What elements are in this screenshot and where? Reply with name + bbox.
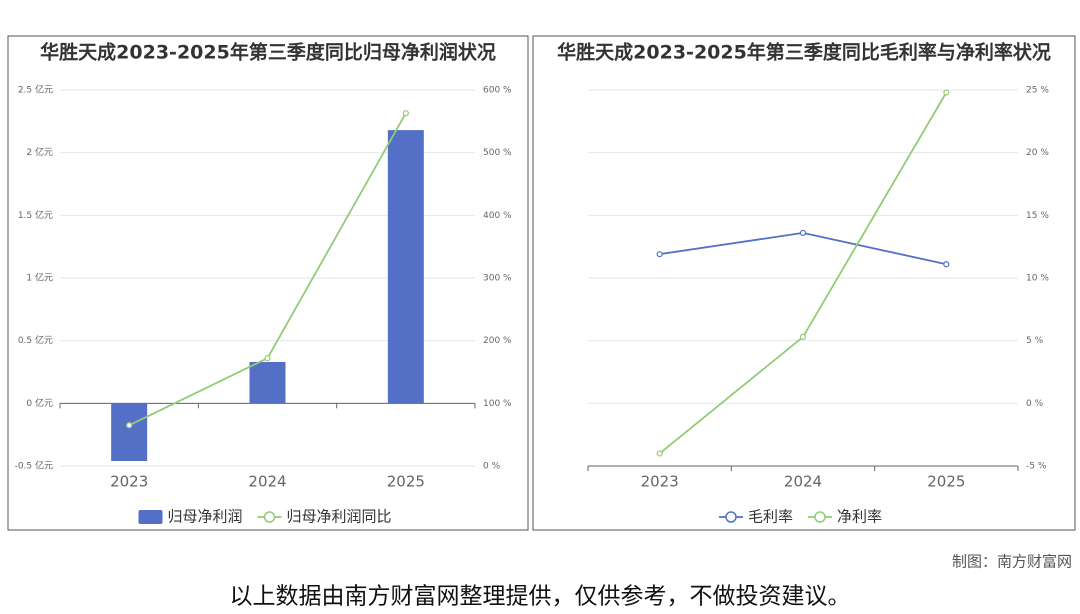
x-tick-label: 2025 [927, 473, 965, 491]
y-tick-label: 2.5 亿元 [18, 84, 53, 96]
chart-panel: 华胜天成2023-2025年第三季度同比毛利率与净利率状况 -5 % 0 % 5 % 1… [532, 35, 1076, 531]
line-point [264, 355, 271, 362]
legend-swatch-dot [263, 511, 276, 523]
panel-border [7, 35, 529, 531]
y-tick-label: 2 亿元 [26, 146, 53, 158]
x-tick-label: 2023 [110, 473, 148, 491]
y2-tick-label: 20 % [1026, 148, 1049, 158]
chart-panel: 华胜天成2023-2025年第三季度同比归母净利润状况 -0.5 亿元 0 亿元 0.… [7, 35, 529, 531]
line-point [656, 251, 663, 258]
y-tick-label: -0.5 亿元 [15, 460, 53, 472]
y2-tick-label: 0 % [1026, 399, 1044, 409]
legend-swatch [138, 510, 163, 524]
y2-tick-label: 600 % [483, 86, 512, 96]
line-point [943, 89, 950, 96]
y2-tick-label: 0 % [483, 462, 501, 472]
line-point [656, 450, 663, 457]
credit: 制图：南方财富网 [952, 553, 1072, 571]
y-tick-label: 0 亿元 [26, 397, 53, 409]
line-point [799, 333, 807, 341]
y-tick-label: 0.5 亿元 [18, 334, 53, 346]
legend-label: 归母净利润同比 [287, 508, 392, 526]
panel-border [532, 35, 1076, 531]
line-point [126, 422, 133, 429]
line [659, 231, 947, 266]
bar [249, 361, 286, 404]
y-tick-label: 1 亿元 [26, 272, 53, 284]
y2-tick-label: 500 % [483, 148, 512, 158]
legend-label: 归母净利润 [168, 508, 243, 526]
x-tick-label: 2025 [387, 473, 425, 491]
line-point [402, 110, 409, 117]
x-tick-label: 2024 [784, 473, 822, 491]
legend-swatch-dot [725, 511, 737, 523]
line-point [799, 229, 807, 236]
x-tick-label: 2023 [641, 473, 679, 491]
chart-title: 华胜天成2023-2025年第三季度同比毛利率与净利率状况 [557, 41, 1051, 64]
y2-tick-label: 200 % [483, 336, 512, 346]
y2-tick-label: 400 % [483, 211, 512, 221]
y2-tick-label: 5 % [1026, 336, 1044, 346]
bar [111, 403, 148, 461]
legend-swatch-dot [814, 511, 826, 523]
line-point [943, 261, 950, 268]
y2-tick-label: 25 % [1026, 86, 1049, 96]
y2-tick-label: 100 % [483, 399, 512, 409]
y2-tick-label: -5 % [1026, 462, 1047, 472]
bar [387, 130, 424, 404]
legend-label: 毛利率 [748, 508, 793, 526]
y2-tick-label: 300 % [483, 274, 512, 284]
disclaimer: 以上数据由南方财富网整理提供，仅供参考，不做投资建议。 [230, 584, 851, 610]
x-tick-label: 2024 [248, 473, 286, 491]
y2-tick-label: 10 % [1026, 274, 1049, 284]
legend-label: 净利率 [837, 508, 882, 526]
y2-tick-label: 15 % [1026, 211, 1049, 221]
chart-title: 华胜天成2023-2025年第三季度同比归母净利润状况 [40, 41, 496, 64]
line [659, 92, 948, 455]
y-tick-label: 1.5 亿元 [18, 209, 53, 221]
